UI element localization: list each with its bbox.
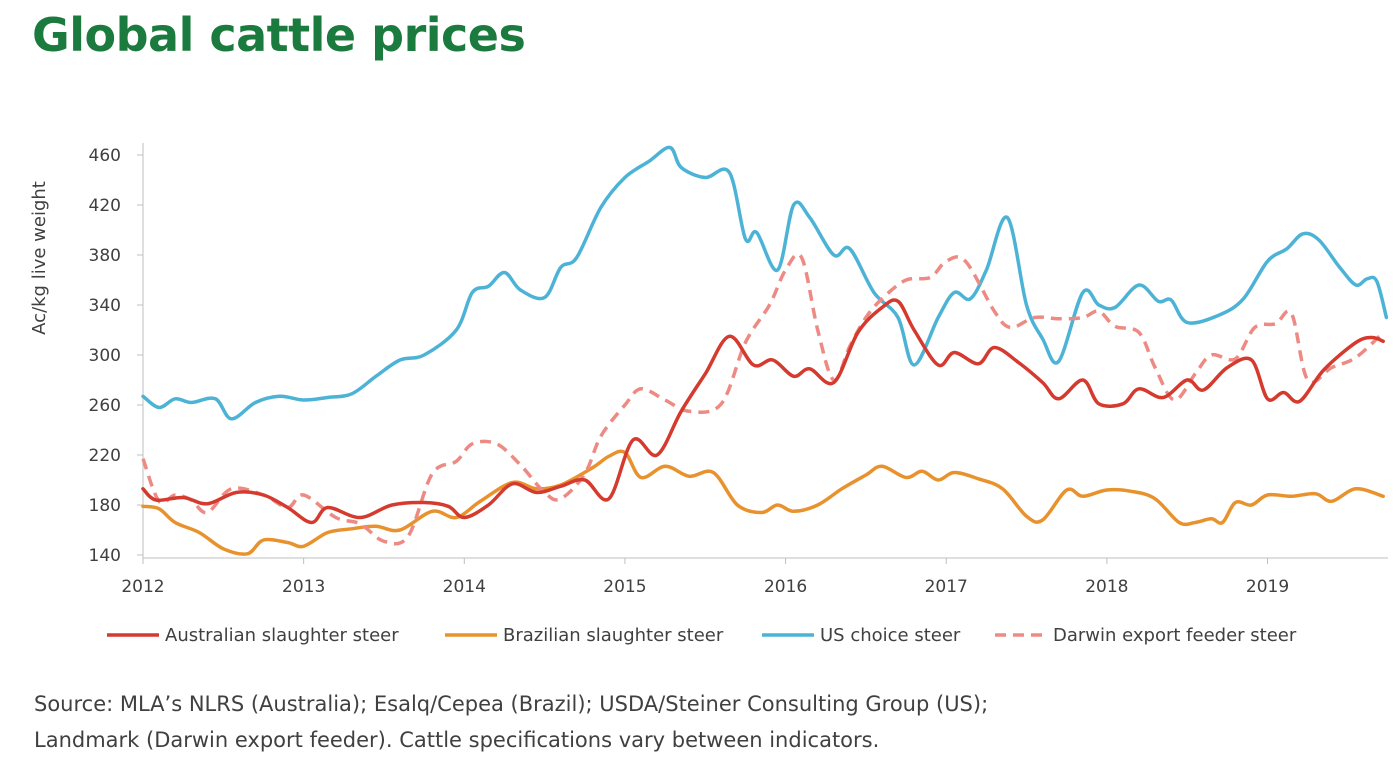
x-tick-label: 2015: [603, 577, 646, 597]
legend-label: Australian slaughter steer: [165, 625, 399, 646]
legend-label: Darwin export feeder steer: [1053, 625, 1297, 646]
legend-label: Brazilian slaughter steer: [503, 625, 724, 646]
source-line-2: Landmark (Darwin export feeder). Cattle …: [34, 728, 880, 752]
legend-item: Brazilian slaughter steer: [445, 625, 724, 646]
series-line-australian-slaughter-steer: [141, 298, 1385, 525]
series-line-brazilian-slaughter-steer: [141, 449, 1385, 556]
x-tick-label: 2016: [764, 577, 807, 597]
series-line-darwin-export-feeder-steer: [141, 252, 1385, 546]
legend-item: Australian slaughter steer: [107, 625, 399, 646]
x-tick-label: 2012: [121, 577, 164, 597]
y-tick-label: 260: [89, 396, 121, 416]
y-axis-label: Ac/kg live weight: [29, 181, 50, 335]
series-line-us-choice-steer: [141, 145, 1389, 421]
x-tick-label: 2017: [925, 577, 968, 597]
y-tick-label: 300: [89, 346, 121, 366]
page-title: Global cattle prices: [32, 8, 526, 62]
y-tick-label: 380: [89, 246, 121, 266]
y-axis-ticks: 140 180 220 260 300 340 380 420 460: [89, 146, 143, 566]
legend-item: Darwin export feeder steer: [995, 625, 1297, 646]
legend-label: US choice steer: [820, 625, 961, 646]
source-line-1: Source: MLA’s NLRS (Australia); Esalq/Ce…: [34, 692, 989, 716]
y-tick-label: 220: [89, 446, 121, 466]
y-tick-label: 180: [89, 496, 121, 516]
series-lines: [141, 145, 1389, 556]
y-tick-label: 140: [89, 546, 121, 566]
y-tick-label: 420: [89, 196, 121, 216]
y-tick-label: 340: [89, 296, 121, 316]
legend: Australian slaughter steer Brazilian slau…: [107, 625, 1297, 646]
source-note: Source: MLA’s NLRS (Australia); Esalq/Ce…: [34, 686, 988, 758]
y-tick-label: 460: [89, 146, 121, 166]
line-chart: 140 180 220 260 300 340 380 420 460 2012 2013 2014…: [29, 143, 1389, 646]
x-axis-ticks: 2012 2013 2014 2015 2016 2017 2018 2019: [121, 558, 1289, 597]
x-tick-label: 2013: [282, 577, 325, 597]
x-tick-label: 2018: [1085, 577, 1128, 597]
legend-item: US choice steer: [762, 625, 961, 646]
x-tick-label: 2019: [1246, 577, 1289, 597]
x-tick-label: 2014: [443, 577, 486, 597]
